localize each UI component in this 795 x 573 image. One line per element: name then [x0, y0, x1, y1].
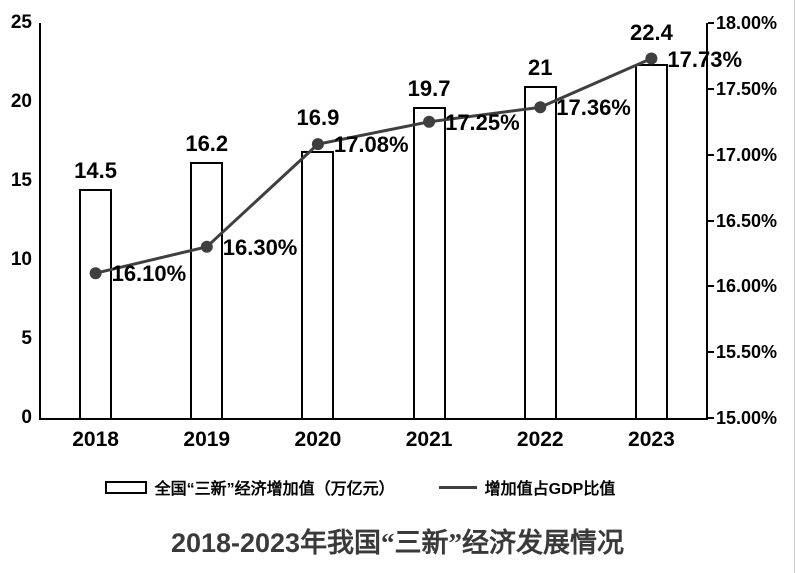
bar-series-swatch-icon: [104, 480, 147, 494]
right-y-axis-line: [706, 23, 708, 420]
right-axis-tick-mark: [708, 219, 714, 222]
left-axis-tick-label: 25: [10, 12, 32, 33]
line-point-2023: [645, 52, 658, 65]
bar-2020: [301, 150, 335, 420]
chart-title: 2018-2023年我国“三新”经济发展情况: [0, 524, 794, 562]
right-axis-tick-mark: [708, 153, 714, 156]
line-value-label-2018: 16.10%: [111, 261, 187, 287]
right-axis-tick-label: 16.50%: [716, 210, 778, 231]
right-axis-tick-label: 16.00%: [716, 276, 778, 297]
right-axis-tick-mark: [708, 87, 714, 90]
line-series-swatch-icon: [438, 485, 477, 489]
bar-value-label-2022: 21: [528, 55, 553, 81]
chart-title-years: 2018-2023: [170, 528, 301, 558]
right-axis-tick-label: 15.50%: [716, 342, 778, 363]
line-point-2020: [311, 138, 324, 151]
line-value-label-2021: 17.25%: [445, 109, 520, 135]
x-axis-label-2022: 2022: [516, 428, 564, 451]
x-axis-label-2020: 2020: [294, 428, 342, 451]
right-axis-tick-label: 18.00%: [716, 13, 778, 33]
left-axis-tick-label: 15: [10, 170, 32, 191]
line-series-legend-label: 增加值占GDP比值: [484, 481, 616, 498]
line-point-2022: [534, 101, 547, 114]
right-axis-tick-mark: [708, 22, 714, 24]
bar-value-label-2021: 19.7: [407, 75, 451, 101]
line-point-2018: [89, 267, 102, 280]
right-axis-tick-label: 17.50%: [716, 78, 778, 99]
bar-series-legend-label: 全国“三新”经济增加值（万亿元）: [154, 481, 395, 498]
line-value-label-2019: 16.30%: [222, 234, 298, 260]
chart-title-text: 年我国“三新”经济发展情况: [300, 528, 625, 558]
line-series: [89, 52, 658, 280]
right-axis-tick-label: 17.00%: [716, 144, 778, 165]
line-value-label-2020: 17.08%: [333, 132, 409, 158]
bar-2022: [523, 86, 557, 420]
bar-2023: [634, 64, 668, 420]
legend-item-bar: 全国“三新”经济增加值（万亿元）: [104, 475, 395, 499]
plot-area: 0 5 10 15 20 25 15.00% 15.50% 16.00% 16.50% 17.00…: [10, 12, 778, 452]
bar-value-label-2023: 22.4: [629, 19, 673, 45]
x-axis-label-2019: 2019: [183, 428, 231, 451]
x-axis-label-2023: 2023: [628, 428, 675, 451]
left-axis-tick-label: 5: [21, 328, 32, 349]
line-value-label-2022: 17.36%: [556, 95, 631, 121]
bar-2018: [79, 188, 113, 420]
bar-value-label-2019: 16.2: [185, 131, 229, 157]
line-point-2021: [423, 115, 436, 128]
left-axis-tick-label: 10: [10, 249, 32, 270]
x-axis-label-2018: 2018: [72, 428, 119, 451]
right-axis-tick-label: 15.00%: [716, 408, 778, 428]
gdp-ratio-line: [95, 57, 653, 275]
bar-2019: [190, 162, 224, 420]
x-axis-line: [39, 418, 708, 420]
x-axis-label-2021: 2021: [405, 428, 453, 451]
legend: 全国“三新”经济增加值（万亿元） 增加值占GDP比值: [0, 472, 720, 502]
left-y-axis-line: [39, 23, 41, 420]
legend-item-line: 增加值占GDP比值: [438, 475, 616, 499]
right-axis-tick-mark: [708, 351, 714, 354]
right-axis-tick-mark: [708, 417, 714, 419]
line-value-label-2023: 17.73%: [667, 46, 743, 72]
left-axis-tick-label: 0: [21, 407, 32, 428]
bar-value-label-2018: 14.5: [74, 157, 117, 183]
bar-2021: [412, 106, 446, 420]
line-point-2019: [200, 240, 213, 253]
left-axis-tick-label: 20: [10, 91, 32, 112]
right-axis-tick-mark: [708, 285, 714, 288]
bar-value-label-2020: 16.9: [296, 105, 340, 131]
